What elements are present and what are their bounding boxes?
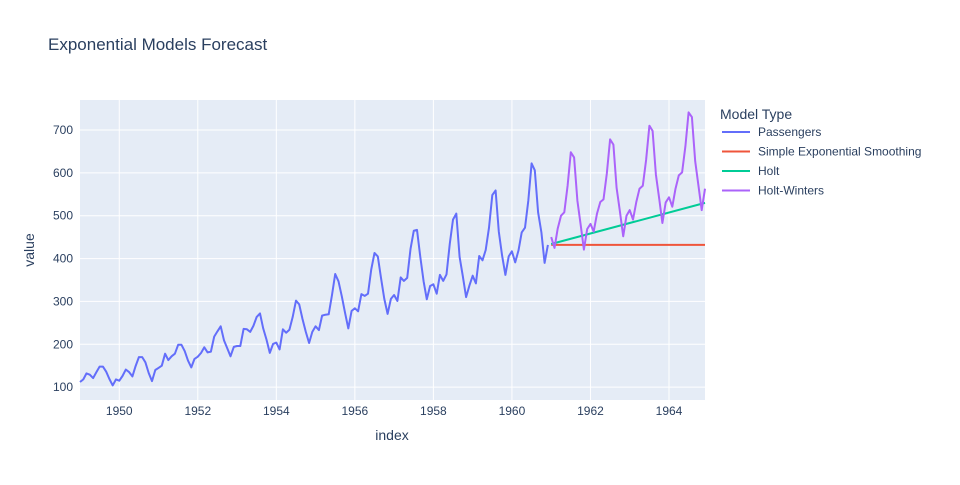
- y-tick-label: 600: [53, 166, 73, 180]
- legend-item-holt-winters[interactable]: Holt-Winters: [722, 184, 824, 198]
- x-tick-label: 1962: [577, 404, 604, 418]
- y-tick-label: 400: [53, 252, 73, 266]
- legend-item-holt[interactable]: Holt: [722, 164, 780, 178]
- y-tick-label: 500: [53, 209, 73, 223]
- legend: Model Type Passengers Simple Exponential …: [720, 106, 921, 198]
- x-axis-ticks: 1950 1952 1954 1956 1958 1960 1962 1964: [106, 404, 683, 418]
- x-tick-label: 1954: [263, 404, 290, 418]
- series-line-passengers: [79, 162, 549, 387]
- legend-item-simple-exponential-smoothing[interactable]: Simple Exponential Smoothing: [722, 145, 921, 159]
- x-tick-label: 1950: [106, 404, 133, 418]
- legend-label: Simple Exponential Smoothing: [758, 145, 921, 159]
- series-layer: [79, 111, 706, 387]
- y-axis-label: value: [21, 233, 37, 267]
- y-axis-ticks: 100 200 300 400 500 600 700: [53, 123, 73, 394]
- x-tick-label: 1956: [342, 404, 369, 418]
- x-axis-label: index: [375, 427, 408, 443]
- series-line-holt-winters: [550, 111, 706, 251]
- chart-title: Exponential Models Forecast: [48, 35, 268, 54]
- x-tick-label: 1960: [499, 404, 526, 418]
- legend-items: Passengers Simple Exponential Smoothing Ho…: [722, 125, 921, 198]
- legend-title: Model Type: [720, 106, 792, 122]
- y-tick-label: 700: [53, 123, 73, 137]
- legend-label: Holt-Winters: [758, 184, 824, 198]
- legend-label: Passengers: [758, 125, 821, 139]
- series-line-holt: [550, 201, 706, 245]
- legend-label: Holt: [758, 164, 780, 178]
- y-tick-label: 100: [53, 380, 73, 394]
- x-tick-label: 1952: [184, 404, 211, 418]
- legend-item-passengers[interactable]: Passengers: [722, 125, 821, 139]
- y-tick-label: 200: [53, 337, 73, 351]
- grid-lines: [80, 100, 705, 400]
- x-tick-label: 1964: [656, 404, 683, 418]
- y-tick-label: 300: [53, 294, 73, 308]
- x-tick-label: 1958: [420, 404, 447, 418]
